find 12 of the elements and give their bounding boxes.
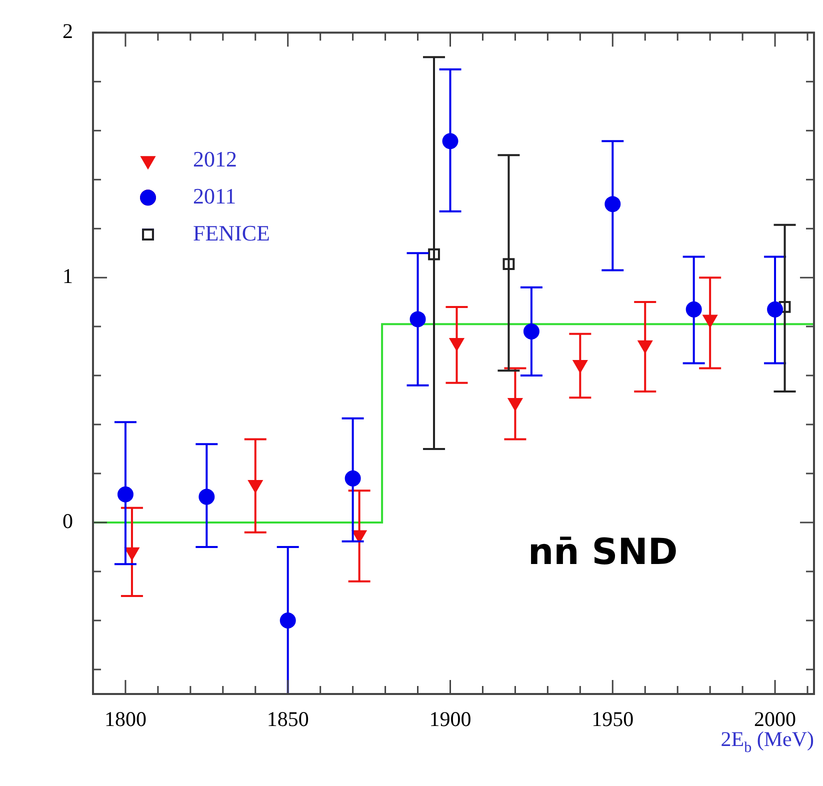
y-tick-label: 1 xyxy=(62,264,73,288)
legend-label: 2011 xyxy=(193,183,236,208)
annotation: nn̄ SND xyxy=(528,532,678,573)
x-tick-label: 1900 xyxy=(429,707,472,732)
x-tick-label: 1800 xyxy=(104,707,146,732)
x-tick-label: 1850 xyxy=(266,707,309,732)
legend-label: 2012 xyxy=(193,146,237,172)
x-tick-label: 1950 xyxy=(592,707,634,732)
x-tick-label: 2000 xyxy=(754,707,796,732)
y-tick-label: 2 xyxy=(62,19,73,44)
y-tick-label: 0 xyxy=(62,509,73,534)
legend-label: FENICE xyxy=(193,220,270,246)
